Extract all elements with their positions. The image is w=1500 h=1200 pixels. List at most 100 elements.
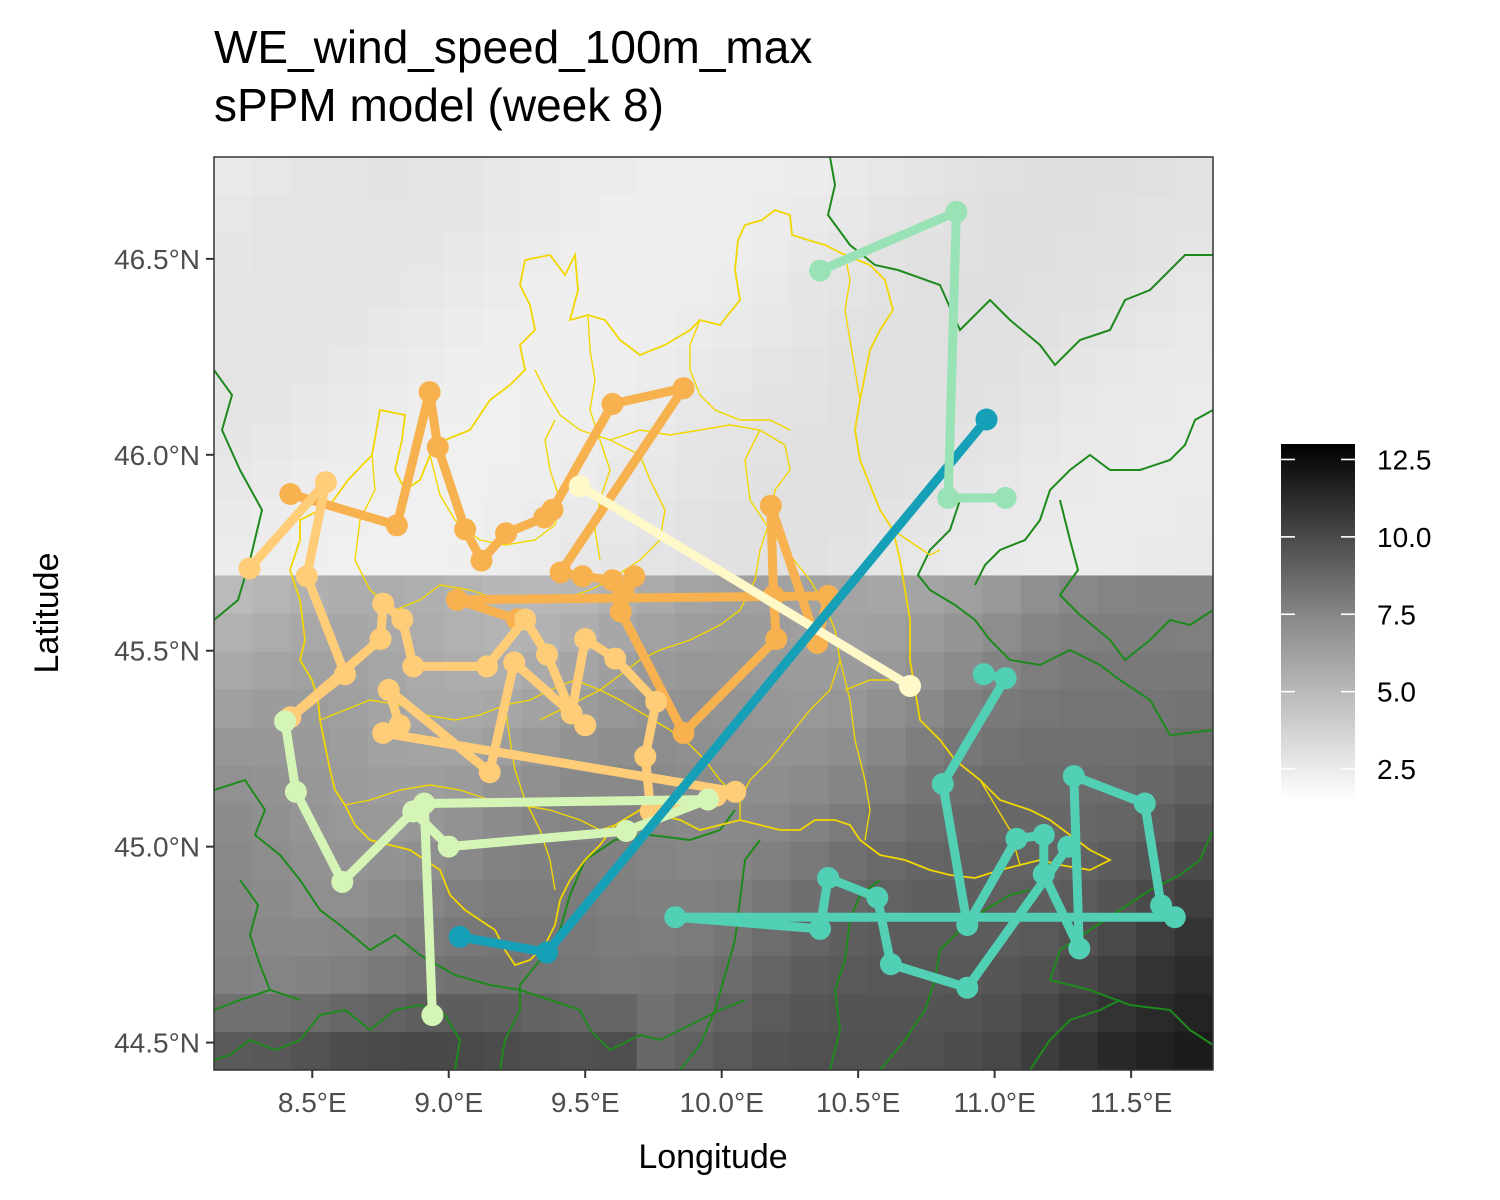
raster-cell <box>675 499 715 539</box>
raster-cell <box>406 233 446 272</box>
raster-cell <box>1174 157 1213 196</box>
raster-cell <box>675 461 715 500</box>
route-point <box>956 976 979 999</box>
route-point <box>421 1004 444 1027</box>
raster-cell <box>1174 309 1213 348</box>
chart-subtitle: sPPM model (week 8) <box>214 79 664 131</box>
raster-cell <box>444 195 484 234</box>
raster-cell <box>1136 423 1176 462</box>
raster-cell <box>329 385 369 424</box>
raster-cell <box>905 879 945 919</box>
raster-cell <box>828 803 868 843</box>
raster-cell <box>252 917 292 957</box>
raster-cell <box>1136 955 1176 995</box>
raster-cell <box>1059 233 1099 272</box>
raster-cell <box>1020 233 1060 272</box>
province-border <box>214 989 271 1011</box>
raster-cell <box>406 955 446 995</box>
raster-cell <box>329 195 369 234</box>
raster-cell <box>290 157 330 196</box>
raster-cell <box>482 879 522 919</box>
route-point <box>448 925 471 948</box>
raster-cell <box>867 157 907 196</box>
raster-cell <box>252 195 292 234</box>
raster-cell <box>790 195 830 234</box>
route-point <box>609 600 632 623</box>
route <box>568 475 921 697</box>
raster-cell <box>367 157 407 196</box>
route-point <box>445 588 468 611</box>
raster-cell <box>867 575 907 615</box>
raster-cell <box>290 271 330 310</box>
raster-cell <box>751 195 791 234</box>
raster-cell <box>214 1031 254 1070</box>
raster-cell <box>982 347 1022 386</box>
raster-cell <box>444 1031 484 1070</box>
province-border <box>679 839 761 1070</box>
raster-cell <box>713 385 753 424</box>
raster-cell <box>636 841 676 881</box>
raster-cell <box>406 195 446 234</box>
raster-cell <box>559 993 599 1033</box>
raster-cell <box>1059 955 1099 995</box>
raster-cell <box>1020 347 1060 386</box>
raster-cell <box>1059 347 1099 386</box>
map-panel <box>214 157 1213 1070</box>
raster-cell <box>444 613 484 653</box>
raster-cell <box>559 271 599 310</box>
raster-cell <box>944 157 984 196</box>
route-point <box>388 714 411 737</box>
raster-cell <box>252 271 292 310</box>
route-point <box>817 867 840 889</box>
raster-cell <box>1174 385 1213 424</box>
region-border <box>289 208 1113 967</box>
raster-cell <box>867 993 907 1033</box>
y-tick-label: 46.0°N <box>114 440 200 471</box>
x-tick-label: 11.0°E <box>953 1087 1035 1118</box>
raster-cell <box>867 841 907 881</box>
raster-cell <box>828 499 868 539</box>
raster-cell <box>521 309 561 348</box>
raster-cell <box>444 765 484 805</box>
raster-cell <box>290 955 330 995</box>
raster-cell <box>482 157 522 196</box>
route-point <box>536 643 558 666</box>
raster-cell <box>214 461 254 500</box>
raster-cell <box>905 803 945 843</box>
raster-cell <box>444 233 484 272</box>
raster-cell <box>1059 1031 1099 1070</box>
route-point <box>937 486 960 509</box>
raster-cell <box>406 537 446 577</box>
raster-cell <box>214 955 254 995</box>
route-point <box>549 561 572 584</box>
raster-cell <box>1174 195 1213 234</box>
raster-cell <box>636 1031 676 1070</box>
route-point <box>571 565 594 588</box>
raster-cell <box>1020 385 1060 424</box>
raster-cell <box>944 993 984 1033</box>
route-point <box>334 663 356 686</box>
raster-cell <box>444 347 484 386</box>
raster-cell <box>751 347 791 386</box>
raster-cell <box>828 195 868 234</box>
raster-cell <box>598 233 638 272</box>
raster-cell <box>713 233 753 272</box>
raster-cell <box>214 499 254 539</box>
raster-cell <box>636 271 676 310</box>
raster-cell <box>444 689 484 729</box>
raster-cell <box>214 651 254 691</box>
raster-cell <box>867 385 907 424</box>
raster-cell <box>1097 803 1137 843</box>
raster-cell <box>1020 1031 1060 1070</box>
route-point <box>437 835 460 858</box>
raster-cell <box>1020 689 1060 729</box>
raster-cell <box>828 347 868 386</box>
raster-cell <box>982 157 1022 196</box>
route-point <box>1163 906 1186 929</box>
route-point <box>612 580 635 603</box>
raster-cell <box>1097 385 1137 424</box>
colorbar-tick-label: 12.5 <box>1377 444 1432 475</box>
raster-cell <box>1136 233 1176 272</box>
routes-layer <box>238 200 1186 1027</box>
raster-cell <box>867 1031 907 1070</box>
